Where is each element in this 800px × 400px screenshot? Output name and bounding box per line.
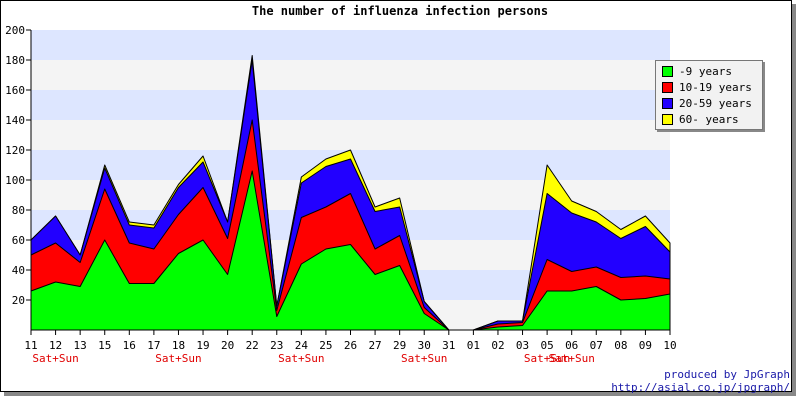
- weekend-label: Sat+Sun: [32, 352, 78, 365]
- x-tick-label: 06: [565, 339, 578, 352]
- weekend-label: Sat+Sun: [401, 352, 447, 365]
- legend-label: 20-59 years: [679, 96, 752, 110]
- grid-band: [31, 90, 670, 120]
- y-tick-label: 120: [5, 144, 25, 157]
- legend-swatch: [662, 65, 673, 77]
- legend-label: -9 years: [679, 64, 732, 78]
- y-tick-label: 40: [12, 264, 25, 277]
- x-tick-label: 23: [270, 339, 283, 352]
- x-tick-label: 10: [663, 339, 676, 352]
- x-tick-label: 11: [24, 339, 37, 352]
- weekend-label: Sat+Sun: [155, 352, 201, 365]
- x-tick-label: 19: [196, 339, 209, 352]
- y-tick-label: 200: [5, 24, 25, 37]
- x-tick-label: 13: [74, 339, 87, 352]
- legend-swatch: [662, 97, 673, 109]
- x-tick-label: 01: [467, 339, 480, 352]
- x-tick-label: 29: [393, 339, 406, 352]
- legend-swatch: [662, 81, 673, 93]
- x-tick-label: 18: [172, 339, 185, 352]
- legend: -9 years 10-19 years 20-59 years 60- years: [655, 60, 763, 130]
- chart-title: The number of influenza infection person…: [251, 4, 549, 18]
- legend-item: 60- years: [656, 111, 762, 127]
- legend-label: 60- years: [679, 112, 739, 126]
- x-tick-label: 15: [98, 339, 111, 352]
- y-tick-label: 60: [12, 234, 25, 247]
- x-tick-label: 05: [540, 339, 553, 352]
- y-tick-label: 100: [5, 174, 25, 187]
- x-tick-label: 16: [123, 339, 136, 352]
- x-tick-label: 25: [319, 339, 332, 352]
- x-tick-label: 03: [516, 339, 529, 352]
- legend-label: 10-19 years: [679, 80, 752, 94]
- x-tick-label: 26: [344, 339, 357, 352]
- x-tick-label: 17: [147, 339, 160, 352]
- legend-swatch: [662, 113, 673, 125]
- credit-link[interactable]: http://asial.co.jp/jpgraph/: [611, 381, 790, 394]
- x-tick-label: 27: [368, 339, 381, 352]
- credit-text[interactable]: produced by JpGraph: [664, 368, 790, 381]
- legend-item: 20-59 years: [656, 95, 762, 111]
- x-tick-label: 30: [418, 339, 431, 352]
- y-tick-label: 80: [12, 204, 25, 217]
- weekend-label: Sat+Sun: [549, 352, 595, 365]
- x-tick-label: 20: [221, 339, 234, 352]
- series-area-9-years: [30, 170, 671, 331]
- x-tick-label: 22: [246, 339, 259, 352]
- x-tick-label: 09: [639, 339, 652, 352]
- legend-item: 10-19 years: [656, 79, 762, 95]
- weekend-label: Sat+Sun: [278, 352, 324, 365]
- x-tick-label: 24: [295, 339, 309, 352]
- grid-band: [31, 30, 670, 60]
- x-tick-label: 08: [614, 339, 627, 352]
- y-tick-label: 180: [5, 54, 25, 67]
- weekend-label: Sat+Sun: [524, 352, 570, 365]
- legend-item: -9 years: [656, 63, 762, 79]
- x-tick-label: 12: [49, 339, 62, 352]
- x-tick-label: 07: [590, 339, 603, 352]
- x-tick-label: 31: [442, 339, 455, 352]
- y-tick-label: 140: [5, 114, 25, 127]
- y-tick-label: 20: [12, 294, 25, 307]
- y-tick-label: 160: [5, 84, 25, 97]
- x-tick-label: 02: [491, 339, 504, 352]
